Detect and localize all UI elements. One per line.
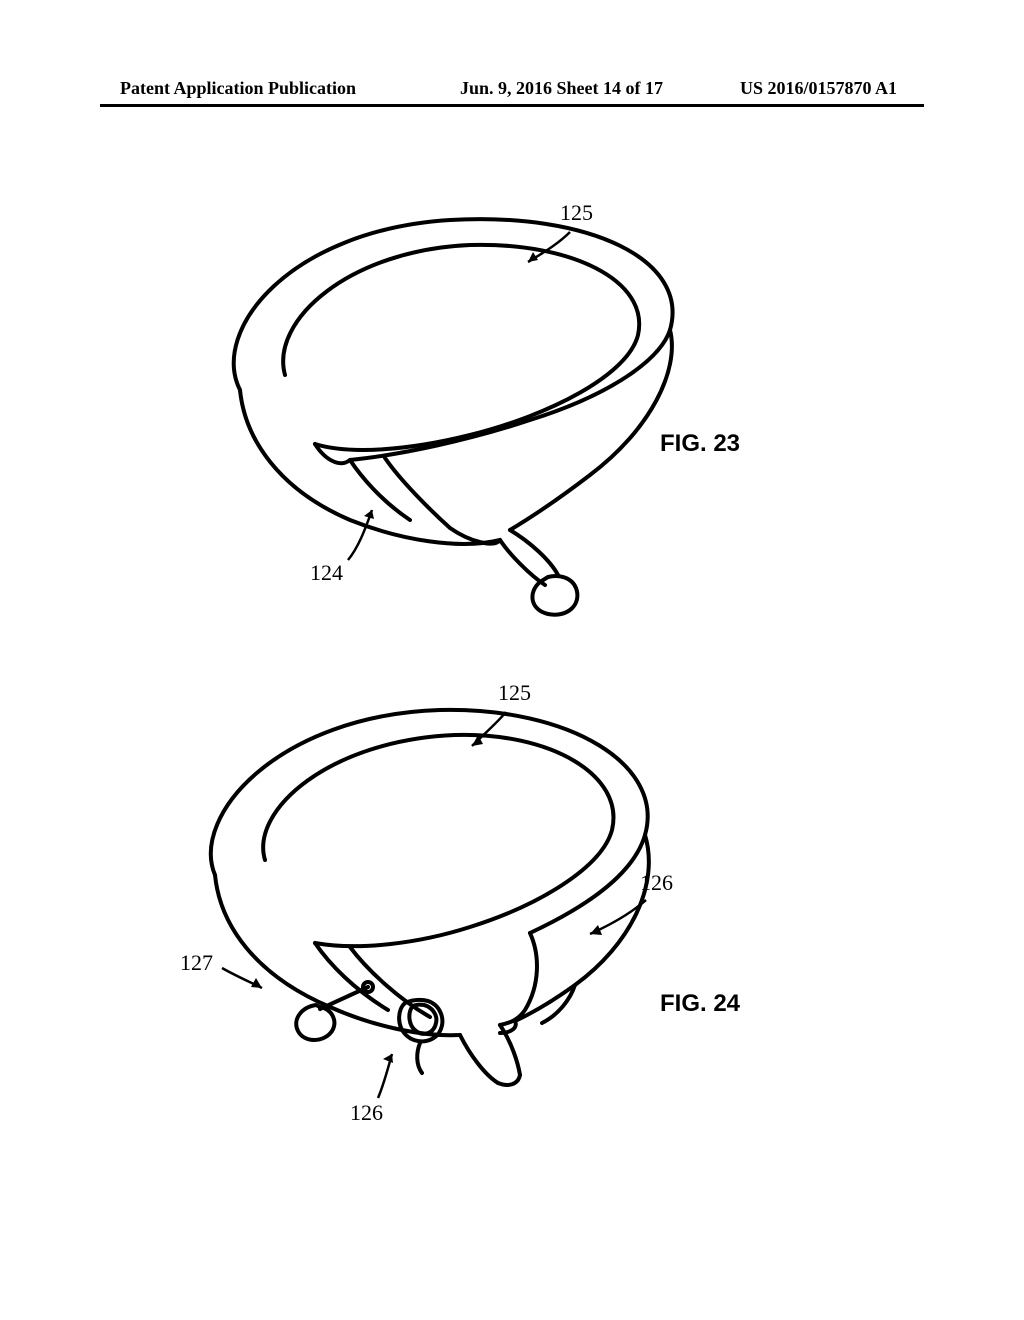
header-date-sheet: Jun. 9, 2016 Sheet 14 of 17 bbox=[460, 78, 663, 99]
fig24-label: FIG. 24 bbox=[660, 990, 740, 1018]
header-publication: Patent Application Publication bbox=[120, 78, 356, 99]
ref-127-fig24: 127 bbox=[180, 950, 213, 976]
ref-126b-fig24: 126 bbox=[350, 1100, 383, 1126]
ref-125-fig24: 125 bbox=[498, 680, 531, 706]
header-pubno: US 2016/0157870 A1 bbox=[740, 78, 897, 99]
header-rule bbox=[100, 104, 924, 107]
ref-126a-fig24: 126 bbox=[640, 870, 673, 896]
fig23-label: FIG. 23 bbox=[660, 430, 740, 458]
ref-124-fig23: 124 bbox=[310, 560, 343, 586]
ref-125-fig23: 125 bbox=[560, 200, 593, 226]
figure-23-drawing bbox=[150, 160, 750, 620]
